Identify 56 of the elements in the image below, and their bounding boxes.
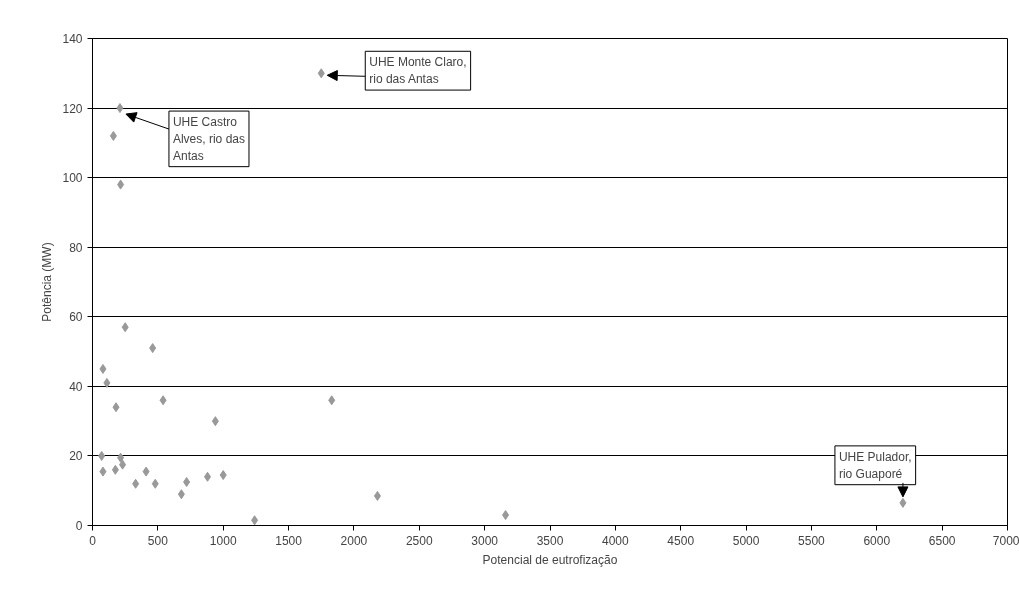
point: [899, 497, 907, 508]
point: [204, 471, 212, 482]
y-tick-label: 60: [69, 310, 83, 325]
x-tick-label: 4500: [667, 533, 695, 548]
x-tick-label: 4000: [602, 533, 630, 548]
point: [109, 130, 117, 141]
point: [502, 510, 510, 521]
point: [177, 489, 185, 500]
point: [219, 470, 227, 481]
point: [99, 363, 107, 374]
x-tick-label: 1000: [209, 533, 237, 548]
point: [117, 452, 125, 463]
x-tick-label: 6500: [928, 533, 956, 548]
y-tick-label: 140: [62, 32, 83, 46]
point: [103, 377, 111, 388]
point: [142, 466, 150, 477]
point: [151, 478, 159, 489]
point: [373, 490, 381, 501]
y-tick-label: 0: [75, 519, 83, 533]
y-tick-label: 100: [62, 171, 83, 186]
annotation: UHE Monte Claro, rio das Antas: [369, 55, 467, 87]
point: [99, 466, 107, 477]
y-tick-label: 120: [62, 101, 83, 116]
y-tick-label: 80: [69, 240, 83, 255]
point: [328, 395, 336, 406]
y-axis-title: Potência (MW): [40, 242, 55, 322]
x-tick-label: 7000: [992, 533, 1019, 548]
point: [98, 450, 106, 461]
x-axis-title: Potencial de eutrofização: [482, 552, 618, 567]
point: [251, 515, 259, 526]
x-tick-label: 3500: [536, 533, 564, 548]
x-tick-label: 3000: [471, 533, 499, 548]
x-tick-label: 0: [89, 533, 97, 548]
x-tick-label: 5000: [732, 533, 760, 548]
x-tick-label: 2500: [405, 533, 433, 548]
x-tick-label: 2000: [340, 533, 368, 548]
x-tick-label: 500: [147, 533, 169, 548]
point: [159, 395, 167, 406]
point: [117, 179, 125, 190]
point: [183, 477, 191, 488]
point: [112, 402, 120, 413]
x-tick-label: 6000: [863, 533, 891, 548]
point: [211, 416, 219, 427]
x-tick-label: 1500: [275, 533, 303, 548]
point: [119, 459, 127, 470]
point: [132, 478, 140, 489]
point: [121, 322, 129, 333]
annotation: UHE Castro Alves, rio das Antas: [172, 115, 245, 163]
y-tick-label: 40: [69, 379, 83, 394]
point: [111, 464, 119, 475]
point: [149, 343, 157, 354]
annotation: UHE Pulador, rio Guaporé: [838, 449, 912, 481]
y-tick-label: 20: [69, 449, 83, 464]
x-tick-label: 5500: [798, 533, 826, 548]
point: [116, 103, 124, 114]
point: [317, 68, 325, 79]
